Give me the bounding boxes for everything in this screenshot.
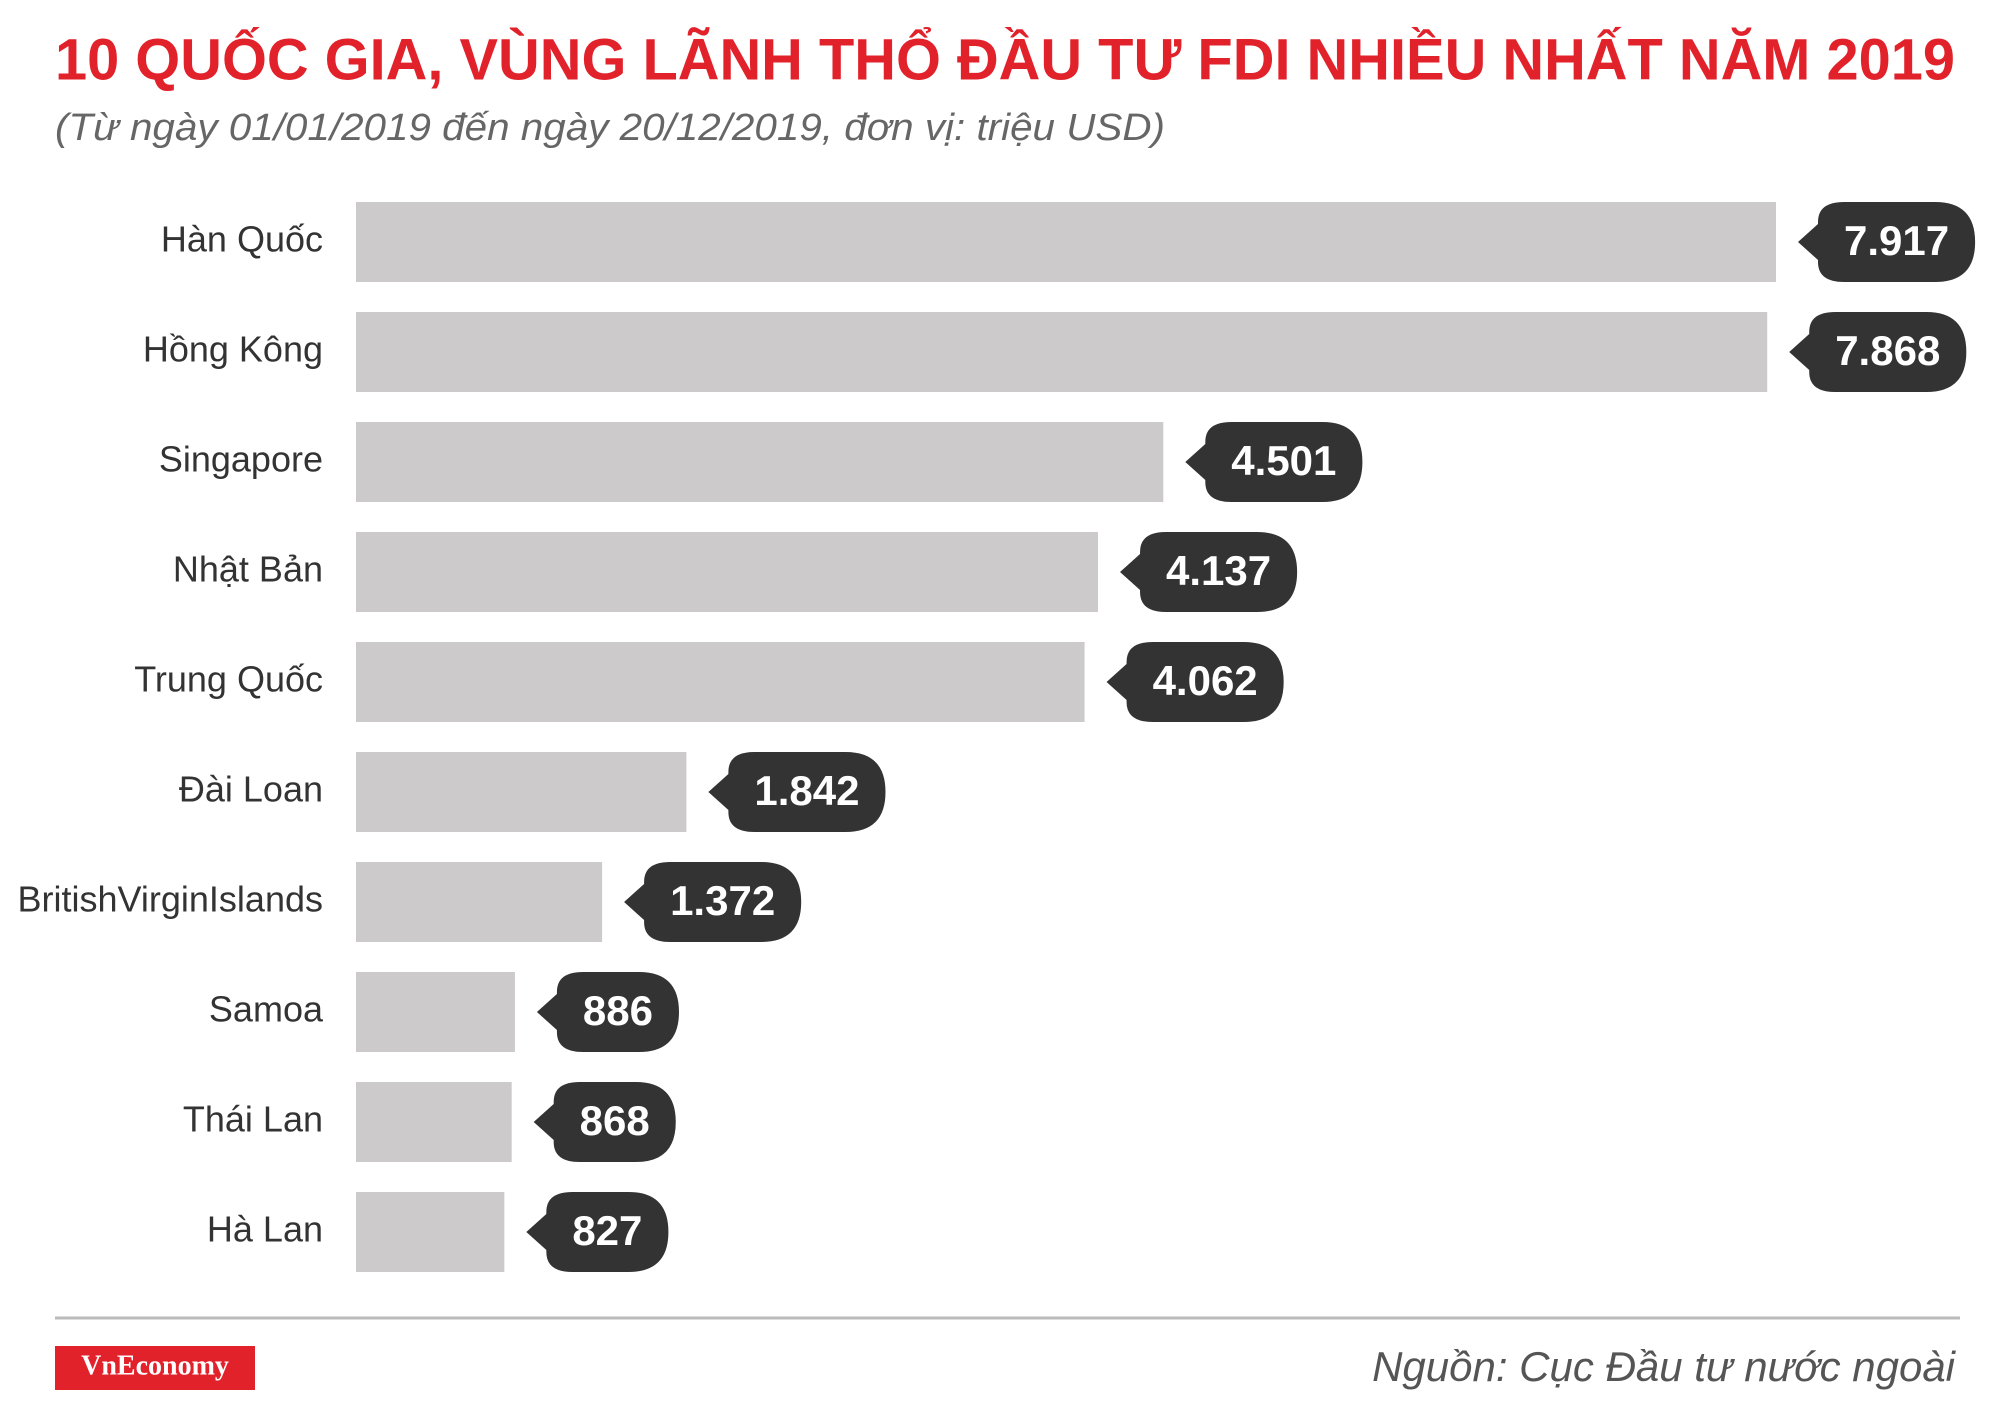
- value-bubble-shape: [1789, 312, 1967, 392]
- chart-subtitle: (Từ ngày 01/01/2019 đến ngày 20/12/2019,…: [55, 107, 1165, 149]
- bar: [356, 862, 603, 942]
- value-label: 886: [583, 987, 653, 1034]
- value-bubble-shape: [1798, 202, 1976, 282]
- bar: [356, 202, 1776, 282]
- category-label: Samoa: [209, 989, 324, 1030]
- bar: [356, 532, 1099, 612]
- value-bubble-shape: [1120, 532, 1298, 612]
- value-bubble-shape: [533, 1082, 676, 1162]
- category-label: BritishVirginIslands: [18, 879, 323, 920]
- value-bubble-shape: [1185, 422, 1363, 502]
- bar: [356, 422, 1164, 502]
- value-label: 868: [580, 1097, 650, 1144]
- category-label: Singapore: [159, 439, 323, 480]
- value-bubble-shape: [1106, 642, 1284, 722]
- value-bubble-shape: [708, 752, 886, 832]
- source: Nguồn: Cục Đầu tư nước ngoài: [1372, 1343, 1957, 1390]
- value-label: 1.842: [754, 767, 859, 814]
- category-label: Thái Lan: [183, 1099, 323, 1140]
- bar: [356, 752, 687, 832]
- category-label: Hồng Kông: [143, 329, 323, 370]
- bar: [356, 1082, 512, 1162]
- bar: [356, 972, 515, 1052]
- value-bubble-shape: [526, 1192, 669, 1272]
- value-label: 4.137: [1166, 547, 1271, 594]
- category-label: Nhật Bản: [173, 549, 323, 590]
- value-label: 7.868: [1835, 327, 1940, 374]
- value-label: 4.501: [1231, 437, 1336, 484]
- value-label: 827: [572, 1207, 642, 1254]
- chart-title: 10 QUỐC GIA, VÙNG LÃNH THỔ ĐẦU TƯ FDI NH…: [55, 27, 1955, 92]
- value-label: 4.062: [1153, 657, 1258, 704]
- bar: [356, 1192, 505, 1272]
- value-label: 7.917: [1844, 217, 1949, 264]
- category-label: Hà Lan: [207, 1209, 323, 1250]
- bar: [356, 312, 1768, 392]
- brand: VnEconomy: [81, 1350, 229, 1381]
- category-label: Đài Loan: [179, 769, 323, 810]
- value-bubble-shape: [536, 972, 679, 1052]
- value-bubble-shape: [624, 862, 802, 942]
- value-label: 1.372: [670, 877, 775, 924]
- bar: [356, 642, 1085, 722]
- brand-box: [55, 1346, 255, 1390]
- category-label: Hàn Quốc: [161, 219, 323, 260]
- category-label: Trung Quốc: [134, 659, 323, 700]
